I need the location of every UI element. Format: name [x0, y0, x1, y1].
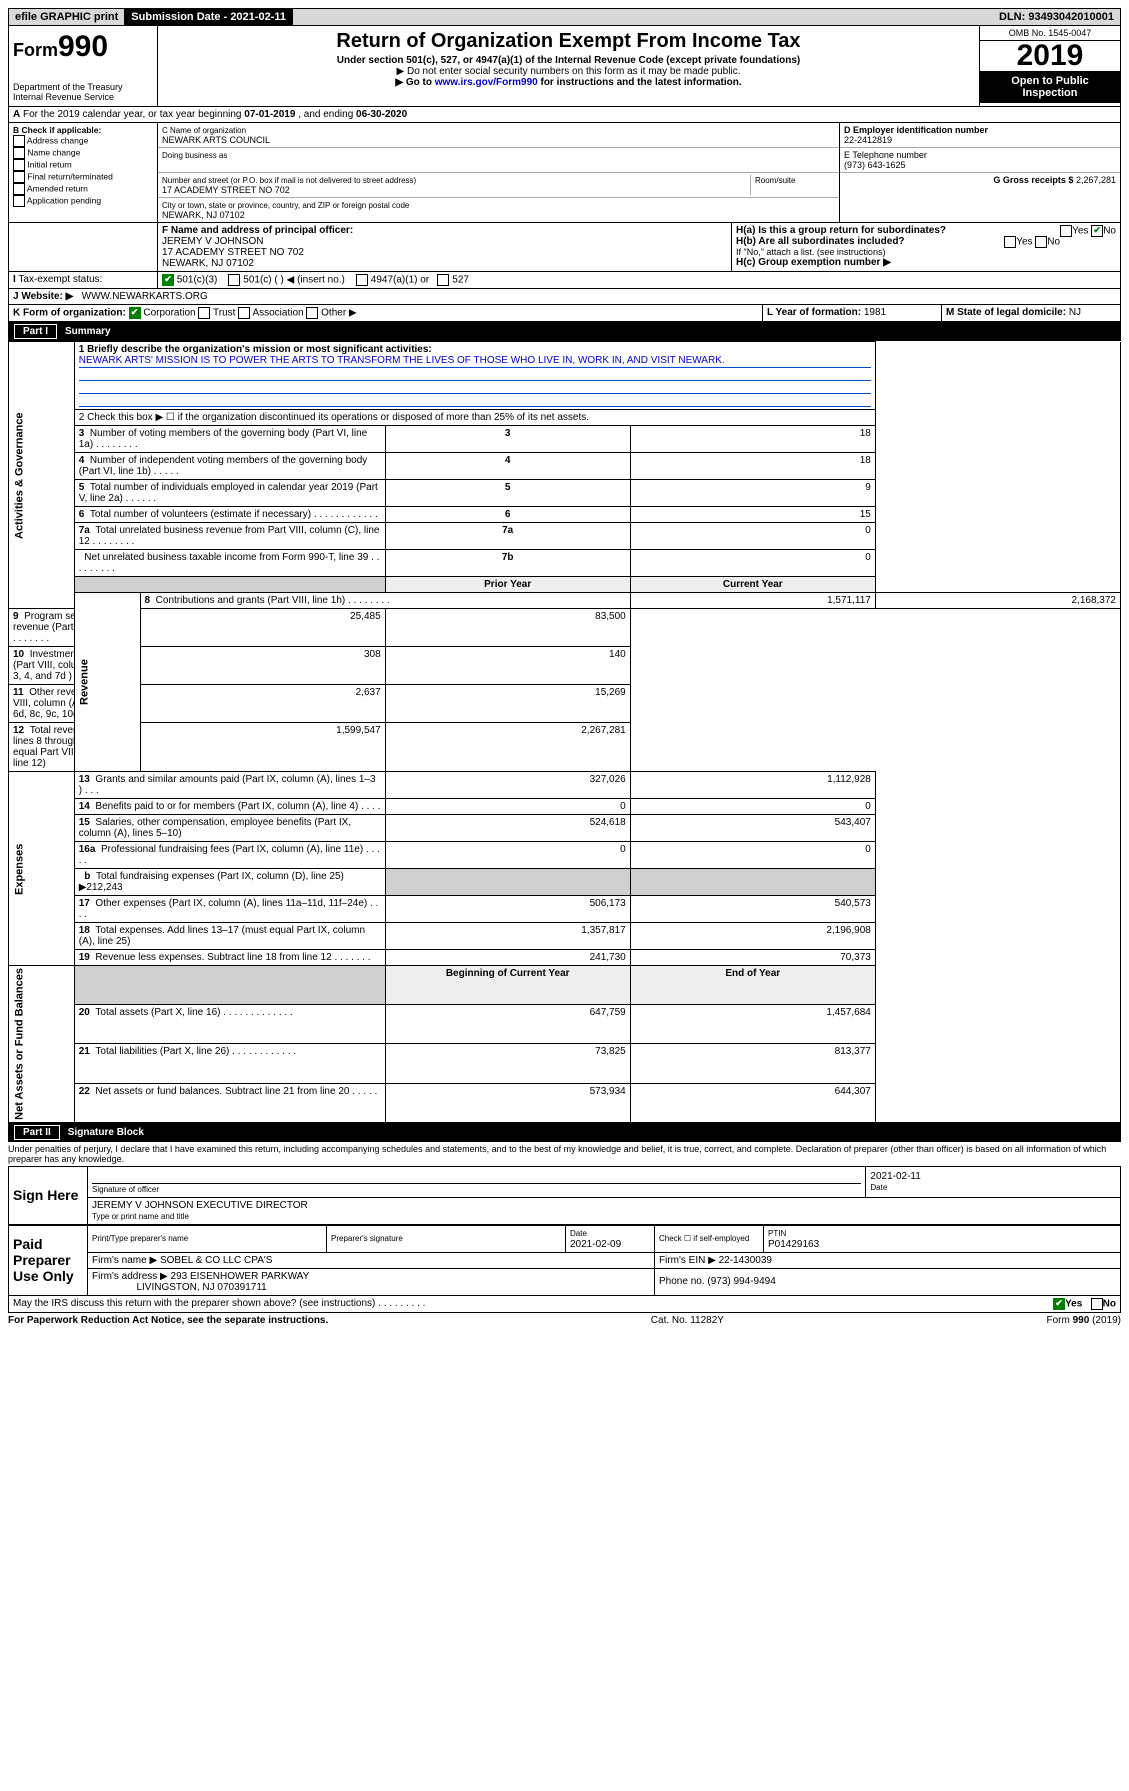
vert-expenses: Expenses [9, 772, 75, 966]
note-ssn: ▶ Do not enter social security numbers o… [160, 66, 977, 77]
sign-here-table: Sign Here Signature of officer 2021-02-1… [8, 1166, 1121, 1225]
exp-row: b Total fundraising expenses (Part IX, c… [9, 869, 1121, 896]
dept-label: Department of the Treasury [13, 82, 153, 92]
form-title: Return of Organization Exempt From Incom… [160, 30, 977, 53]
submission-date: Submission Date - 2021-02-11 [125, 9, 293, 25]
form-ref: Form 990 (2019) [1047, 1315, 1121, 1326]
org-name: NEWARK ARTS COUNCIL [162, 135, 270, 145]
entity-block: B Check if applicable: Address change Na… [8, 123, 1121, 223]
cb-501c3[interactable] [162, 274, 174, 286]
part-i-header: Part ISummary [8, 322, 1121, 341]
net-row: 22 Net assets or fund balances. Subtract… [9, 1083, 1121, 1122]
paperwork-notice: For Paperwork Reduction Act Notice, see … [8, 1315, 328, 1326]
cb-501c[interactable] [228, 274, 240, 286]
sign-date: 2021-02-11 [870, 1171, 920, 1182]
net-row: 21 Total liabilities (Part X, line 26) .… [9, 1044, 1121, 1083]
paid-preparer-table: Paid Preparer Use Only Print/Type prepar… [8, 1225, 1121, 1296]
sign-here-label: Sign Here [9, 1166, 88, 1224]
gov-row: 5 Total number of individuals employed i… [9, 480, 1121, 507]
city: NEWARK, NJ 07102 [162, 210, 245, 220]
form-id-block: Form990 Department of the Treasury Inter… [9, 26, 158, 106]
exp-row: 19 Revenue less expenses. Subtract line … [9, 950, 1121, 966]
form-title-block: Return of Organization Exempt From Incom… [158, 26, 979, 106]
cb-initial-return[interactable]: Initial return [13, 159, 153, 171]
paid-preparer-label: Paid Preparer Use Only [9, 1225, 88, 1295]
firm-name: SOBEL & CO LLC CPA'S [160, 1255, 273, 1266]
vert-netassets: Net Assets or Fund Balances [9, 966, 75, 1123]
dln: DLN: 93493042010001 [993, 9, 1120, 25]
exp-row: 16a Professional fundraising fees (Part … [9, 842, 1121, 869]
rev-row: 12 Total revenue—add lines 8 through 11 … [9, 723, 1121, 772]
cb-application-pending[interactable]: Application pending [13, 195, 153, 207]
firm-ein: 22-1430039 [719, 1255, 772, 1266]
website-row: J Website: ▶ WWW.NEWARKARTS.ORG [8, 289, 1121, 305]
box-b-checkboxes: B Check if applicable: Address change Na… [9, 123, 158, 222]
vert-revenue: Revenue [74, 593, 140, 772]
summary-table: Activities & Governance 1 Briefly descri… [8, 341, 1121, 1123]
cb-assoc[interactable] [238, 307, 250, 319]
cb-527[interactable] [437, 274, 449, 286]
street: 17 ACADEMY STREET NO 702 [162, 185, 290, 195]
page-footer: For Paperwork Reduction Act Notice, see … [8, 1313, 1121, 1328]
form-header: Form990 Department of the Treasury Inter… [8, 26, 1121, 107]
exp-row: 15 Salaries, other compensation, employe… [9, 815, 1121, 842]
rev-row: 11 Other revenue (Part VIII, column (A),… [9, 685, 1121, 723]
gross-receipts: 2,267,281 [1076, 175, 1116, 185]
perjury-text: Under penalties of perjury, I declare th… [8, 1142, 1121, 1166]
ptin: P01429163 [768, 1239, 819, 1250]
gov-row: 4 Number of independent voting members o… [9, 453, 1121, 480]
irs-label: Internal Revenue Service [13, 92, 153, 102]
box-c: C Name of organizationNEWARK ARTS COUNCI… [158, 123, 839, 222]
gov-row: 6 Total number of volunteers (estimate i… [9, 507, 1121, 523]
cat-no: Cat. No. 11282Y [651, 1315, 724, 1326]
firm-phone: (973) 994-9494 [707, 1276, 775, 1287]
cb-corp[interactable] [129, 307, 141, 319]
exp-row: 14 Benefits paid to or for members (Part… [9, 799, 1121, 815]
rev-row: 9 Program service revenue (Part VIII, li… [9, 609, 1121, 647]
vert-governance: Activities & Governance [9, 342, 75, 609]
gov-row: 3 Number of voting members of the govern… [9, 426, 1121, 453]
cb-name-change[interactable]: Name change [13, 147, 153, 159]
preparer-date: 2021-02-09 [570, 1239, 621, 1250]
tax-exempt-row: I Tax-exempt status: 501(c)(3) 501(c) ( … [8, 272, 1121, 289]
officer-group-row: F Name and address of principal officer:… [8, 223, 1121, 272]
firm-addr: 293 EISENHOWER PARKWAY [171, 1271, 310, 1282]
part-ii-header: Part IISignature Block [8, 1123, 1121, 1142]
cb-final-return[interactable]: Final return/terminated [13, 171, 153, 183]
discuss-row: May the IRS discuss this return with the… [8, 1296, 1121, 1313]
note-goto: ▶ Go to www.irs.gov/Form990 for instruct… [160, 77, 977, 88]
cb-amended[interactable]: Amended return [13, 183, 153, 195]
cb-other[interactable] [306, 307, 318, 319]
exp-row: 18 Total expenses. Add lines 13–17 (must… [9, 923, 1121, 950]
exp-row: 17 Other expenses (Part IX, column (A), … [9, 896, 1121, 923]
telephone: (973) 643-1625 [844, 160, 906, 170]
mission-text: NEWARK ARTS' MISSION IS TO POWER THE ART… [79, 355, 871, 368]
right-info-col: D Employer identification number22-24128… [839, 123, 1120, 222]
cb-4947[interactable] [356, 274, 368, 286]
open-public-badge: Open to Public Inspection [980, 71, 1120, 103]
tax-period-row: A For the 2019 calendar year, or tax yea… [8, 107, 1121, 123]
header-right: OMB No. 1545-0047 2019 Open to Public In… [979, 26, 1120, 106]
klm-row: K Form of organization: Corporation Trus… [8, 305, 1121, 322]
year-formation: 1981 [864, 307, 886, 318]
cb-discuss-no[interactable] [1091, 1298, 1103, 1310]
rev-row: 10 Investment income (Part VIII, column … [9, 647, 1121, 685]
efile-link[interactable]: efile GRAPHIC print [9, 9, 125, 25]
state-domicile: NJ [1069, 307, 1081, 318]
ein: 22-2412819 [844, 135, 892, 145]
cb-address-change[interactable]: Address change [13, 135, 153, 147]
cb-discuss-yes[interactable] [1053, 1298, 1065, 1310]
website-value: WWW.NEWARKARTS.ORG [82, 291, 208, 302]
top-bar: efile GRAPHIC print Submission Date - 20… [8, 8, 1121, 26]
gov-row: 7a Total unrelated business revenue from… [9, 523, 1121, 550]
officer-name: JEREMY V JOHNSON [162, 236, 264, 247]
form990-link[interactable]: www.irs.gov/Form990 [435, 77, 538, 88]
net-row: 20 Total assets (Part X, line 16) . . . … [9, 1005, 1121, 1044]
cb-trust[interactable] [198, 307, 210, 319]
form-subtitle: Under section 501(c), 527, or 4947(a)(1)… [160, 55, 977, 66]
gov-row: Net unrelated business taxable income fr… [9, 550, 1121, 577]
tax-year: 2019 [980, 41, 1120, 71]
officer-typed-name: JEREMY V JOHNSON EXECUTIVE DIRECTOR [92, 1200, 308, 1211]
line-2: 2 Check this box ▶ ☐ if the organization… [74, 410, 875, 426]
